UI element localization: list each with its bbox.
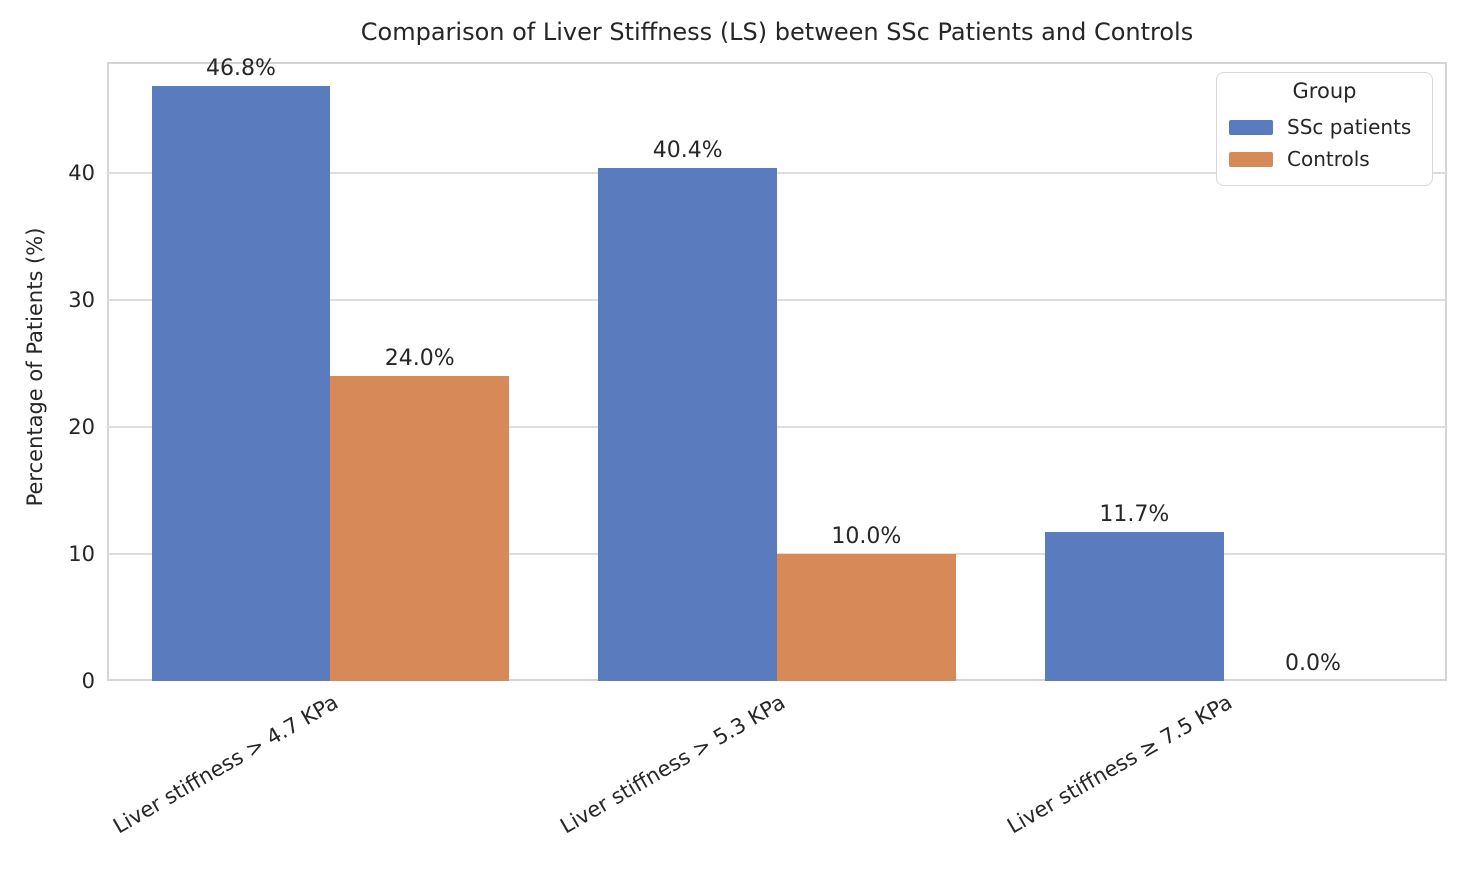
bar-value-label: 0.0% (1285, 651, 1341, 676)
x-tick-label: Liver stiffness > 4.7 KPa (109, 690, 343, 839)
bar-ssc-patients-cat2 (598, 167, 777, 681)
x-tick-label-wrap: Liver stiffness > 5.3 KPa (357, 690, 789, 838)
legend-label: Controls (1287, 147, 1370, 171)
y-tick-label-30: 30 (68, 287, 95, 312)
legend-entry: Controls (1227, 143, 1422, 175)
bar-controls-cat1 (330, 375, 509, 681)
bar-value-label: 46.8% (206, 56, 276, 82)
legend-swatch-ssc-patients (1229, 119, 1273, 135)
bar-ssc-patients-cat1 (151, 86, 331, 681)
legend-swatch-controls (1229, 151, 1273, 167)
bar-controls-cat2 (777, 553, 956, 681)
y-tick-label-10: 10 (68, 541, 95, 566)
y-tick-label-40: 40 (68, 160, 95, 185)
gridline-y-20 (108, 425, 1446, 428)
y-axis-label: Percentage of Patients (%) (23, 227, 47, 507)
bar-value-label: 40.4% (652, 137, 723, 163)
chart-title: Comparison of Liver Stiffness (LS) betwe… (360, 18, 1194, 46)
gridline-y-30 (108, 298, 1446, 301)
bar-value-label: 10.0% (831, 523, 902, 549)
gridline-y-40 (108, 171, 1446, 174)
y-tick-label-0: 0 (81, 669, 95, 693)
y-tick-label-20: 20 (68, 414, 95, 439)
bar-value-label: 11.7% (1099, 502, 1170, 528)
legend: Group SSc patients Controls (1216, 72, 1433, 186)
legend-title: Group (1292, 79, 1357, 103)
bar-ssc-patients-cat3 (1045, 532, 1224, 681)
x-tick-label-wrap: Liver stiffness ≥ 7.5 KPa (804, 690, 1236, 838)
legend-label: SSc patients (1287, 115, 1412, 139)
x-tick-label: Liver stiffness ≥ 7.5 KPa (1002, 690, 1236, 839)
bar-value-label: 24.0% (384, 345, 455, 371)
x-tick-label: Liver stiffness > 5.3 KPa (556, 690, 789, 839)
legend-entry: SSc patients (1227, 111, 1422, 143)
